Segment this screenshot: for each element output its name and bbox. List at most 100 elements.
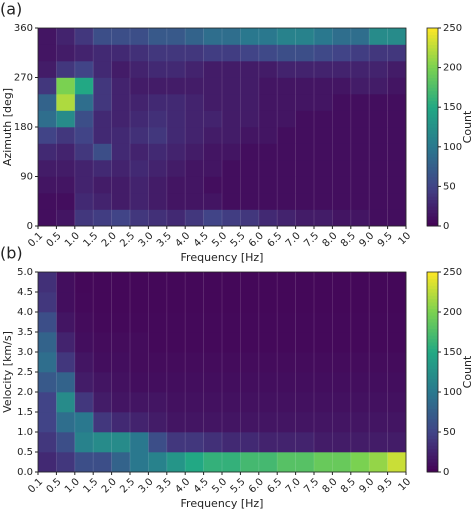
- heat-cell: [387, 110, 407, 128]
- heat-cell: [111, 143, 131, 161]
- x-tick-label: 9.5: [376, 230, 395, 249]
- heat-cell: [111, 61, 131, 78]
- heat-cell: [240, 292, 260, 313]
- colorbar-segment: [427, 455, 438, 460]
- colorbar-segment: [427, 107, 438, 111]
- colorbar-segment: [427, 212, 438, 217]
- x-tick-label: 7.5: [302, 476, 321, 495]
- heat-cell: [350, 94, 370, 111]
- colorbar-segment: [427, 87, 438, 92]
- heat-cell: [74, 160, 94, 177]
- x-tick-label: 7.0: [284, 230, 303, 249]
- heat-cell: [369, 272, 388, 293]
- heat-cell: [222, 110, 241, 128]
- colorbar-segment: [427, 80, 438, 85]
- heat-cell: [369, 94, 388, 111]
- heat-cell: [185, 352, 204, 373]
- heat-cell: [74, 372, 94, 393]
- heat-cell: [56, 312, 76, 333]
- heat-cell: [295, 176, 315, 194]
- heat-cell: [332, 332, 352, 353]
- heat-cell: [203, 392, 223, 413]
- heat-cell: [148, 160, 168, 177]
- heat-cell: [166, 110, 186, 128]
- x-tick-label: 3.0: [137, 230, 156, 249]
- heat-cell: [111, 193, 131, 210]
- heat-cell: [111, 28, 131, 45]
- heat-cell: [369, 412, 388, 433]
- heat-cell: [350, 77, 370, 95]
- heat-cell: [74, 209, 94, 227]
- heat-cell: [332, 160, 352, 177]
- colorbar-segment: [427, 278, 438, 283]
- heat-cell: [148, 372, 168, 393]
- heat-cell: [387, 332, 407, 353]
- heat-cell: [240, 452, 260, 473]
- heat-cell: [332, 193, 352, 210]
- heat-cell: [38, 61, 57, 78]
- heat-cell: [222, 209, 241, 227]
- heat-cell: [387, 272, 407, 293]
- heat-cell: [277, 77, 296, 95]
- heat-cell: [222, 176, 241, 194]
- heat-cell: [148, 292, 168, 313]
- heat-cell: [258, 61, 278, 78]
- colorbar-segment: [427, 169, 438, 174]
- heat-cell: [240, 28, 260, 45]
- heat-cell: [314, 272, 333, 293]
- heat-cell: [74, 94, 94, 111]
- heat-cell: [38, 432, 57, 453]
- heat-cell: [185, 432, 204, 453]
- heat-cell: [38, 412, 57, 433]
- heat-cell: [148, 272, 168, 293]
- heat-cell: [130, 312, 149, 333]
- heat-cell: [258, 352, 278, 373]
- heat-cell: [185, 372, 204, 393]
- heat-cell: [295, 77, 315, 95]
- colorbar-segment: [427, 312, 438, 316]
- colorbar-segment: [427, 288, 438, 293]
- heat-cell: [203, 352, 223, 373]
- heat-cell: [240, 110, 260, 128]
- heat-cell: [203, 452, 223, 473]
- heat-cell: [148, 28, 168, 45]
- heat-cell: [93, 312, 112, 333]
- y-tick-label: 0.5: [17, 447, 33, 458]
- colorbar-segment: [427, 94, 438, 98]
- heat-cell: [314, 44, 333, 62]
- colorbar-segment: [427, 120, 438, 125]
- heat-cell: [240, 44, 260, 62]
- heat-cell: [222, 392, 241, 413]
- heat-cell: [277, 209, 296, 227]
- heat-cell: [222, 94, 241, 111]
- y-tick-label: 1.0: [17, 427, 33, 438]
- heat-cell: [185, 193, 204, 210]
- heat-cell: [185, 143, 204, 161]
- heat-cell: [203, 412, 223, 433]
- x-tick-label: 9.0: [357, 476, 376, 495]
- heat-cell: [222, 412, 241, 433]
- colorbar-segment: [427, 388, 438, 393]
- heat-cell: [350, 292, 370, 313]
- heat-cell: [166, 292, 186, 313]
- heat-cell: [166, 272, 186, 293]
- colorbar-segment: [427, 54, 438, 59]
- heat-cell: [258, 209, 278, 227]
- heat-cell: [93, 61, 112, 78]
- colorbar-segment: [427, 308, 438, 313]
- heat-cell: [277, 432, 296, 453]
- panel-label: (a): [0, 0, 22, 19]
- y-tick-label: 0.0: [17, 467, 33, 478]
- heat-cell: [111, 392, 131, 413]
- heat-cell: [111, 77, 131, 95]
- heat-cell: [166, 372, 186, 393]
- heat-cell: [203, 127, 223, 144]
- x-tick-label: 9.5: [376, 476, 395, 495]
- colorbar-segment: [427, 100, 438, 105]
- heat-cell: [130, 44, 149, 62]
- heat-cell: [222, 452, 241, 473]
- x-tick-label: 1.5: [81, 230, 100, 249]
- plot-frame: [37, 27, 407, 227]
- colorbar-segment: [427, 295, 438, 300]
